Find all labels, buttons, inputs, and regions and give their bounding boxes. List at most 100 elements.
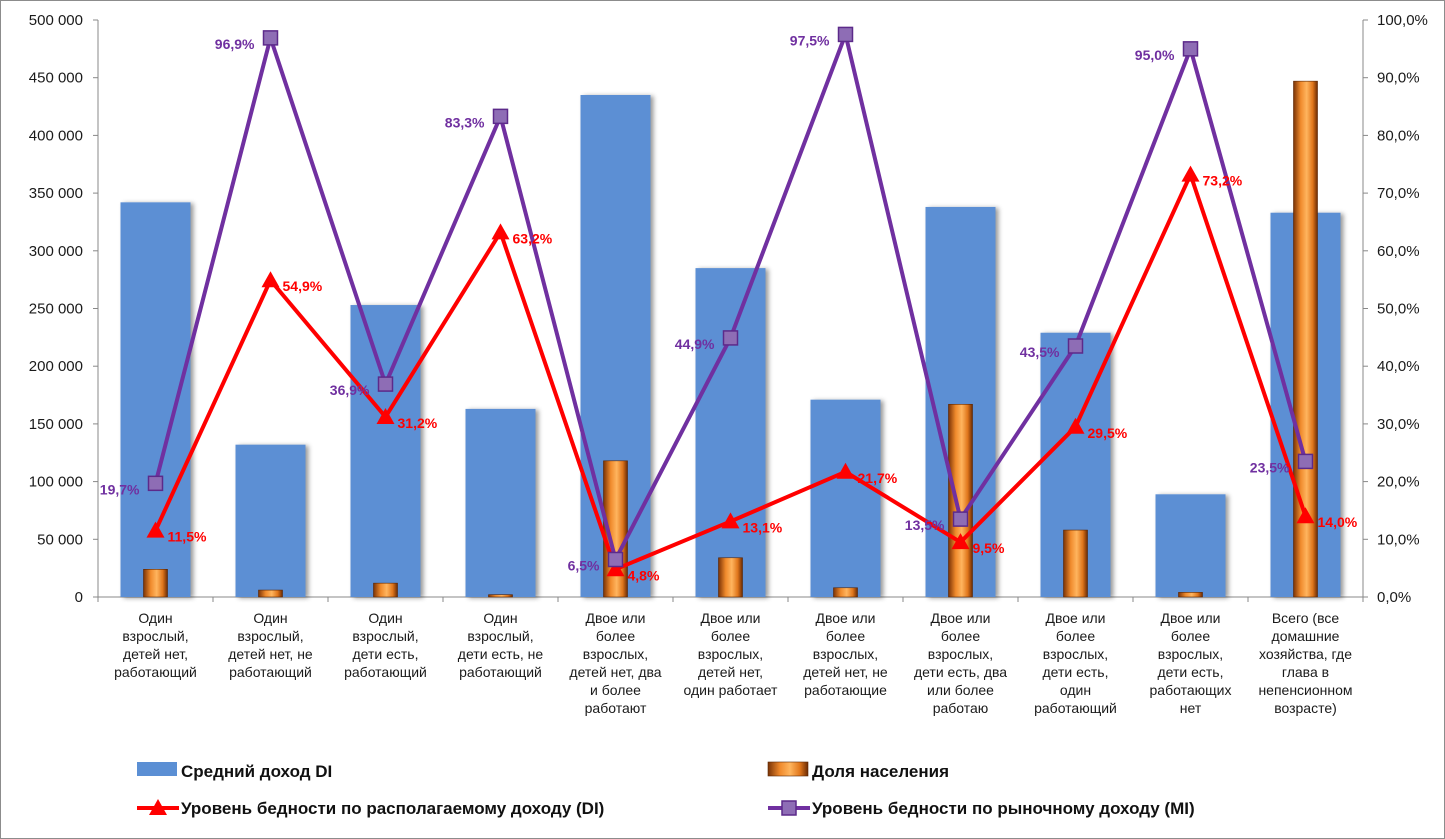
population-share-bar xyxy=(1063,529,1088,598)
category-label: Двое или более взрослых, дети есть, один рабо… xyxy=(1034,610,1117,716)
di-poverty-marker xyxy=(146,521,165,538)
di-poverty-marker xyxy=(1296,507,1315,524)
legend-item: Уровень бедности по рыночному доходу (MI… xyxy=(768,799,1195,818)
category-label: Один взрослый, дети есть, работающий xyxy=(344,610,427,680)
di-poverty-label: 73,2% xyxy=(1203,173,1243,189)
mi-poverty-marker xyxy=(492,108,509,125)
di-poverty-marker xyxy=(1066,417,1085,434)
category-label: Двое или более взрослых, детей нет, один раб… xyxy=(684,610,779,698)
di-poverty-label: 31,2% xyxy=(398,415,438,431)
category-label: Двое или более взрослых, детей нет, не работ… xyxy=(803,610,888,698)
mi-poverty-label: 97,5% xyxy=(790,32,830,48)
mi-poverty-marker xyxy=(722,330,739,346)
mi-poverty-label: 83,3% xyxy=(445,114,485,130)
data-labels: 11,5% 54,9% 31,2% 63,2% 4,8% 13,1% 21,7% 9,5% 29… xyxy=(100,32,1358,583)
legend-swatch xyxy=(767,761,809,777)
right-tick-label: 0,0% xyxy=(1377,589,1411,606)
di-poverty-label: 29,5% xyxy=(1088,425,1128,441)
left-tick-label: 350 000 xyxy=(29,185,83,202)
di-poverty-label: 11,5% xyxy=(168,529,207,545)
population-share-bar xyxy=(488,594,513,598)
di-poverty-label: 9,5% xyxy=(973,540,1005,556)
di-poverty-marker xyxy=(491,223,510,240)
di-poverty-marker xyxy=(951,533,970,550)
category-label: Двое или более взрослых, детей нет, два и бо… xyxy=(569,610,661,716)
population-share-bar xyxy=(373,582,398,598)
legend-item: Средний доход DI xyxy=(137,762,332,781)
income-bar xyxy=(465,408,536,597)
mi-poverty-label: 36,9% xyxy=(330,382,370,398)
mi-poverty-label: 19,7% xyxy=(100,481,140,497)
di-poverty-marker xyxy=(721,512,740,529)
mi-poverty-label: 43,5% xyxy=(1020,344,1060,360)
right-tick-label: 80,0% xyxy=(1377,127,1420,144)
category-label: Один взрослый, дети есть, не работающий xyxy=(458,610,544,680)
di-poverty-label: 14,0% xyxy=(1318,514,1358,530)
legend-marker xyxy=(781,800,797,816)
mi-poverty-label: 95,0% xyxy=(1135,47,1175,63)
mi-poverty-label: 13,5% xyxy=(905,517,945,533)
right-tick-label: 50,0% xyxy=(1377,301,1420,318)
di-poverty-marker xyxy=(606,560,625,577)
di-poverty-marker xyxy=(261,271,280,288)
di-poverty-marker xyxy=(1181,165,1200,182)
axes: 0 50 000 100 000 150 000 200 000 250 000 300 0… xyxy=(29,12,1428,716)
mi-poverty-label: 96,9% xyxy=(215,36,255,52)
left-tick-label: 250 000 xyxy=(29,301,83,318)
di-poverty-marker xyxy=(376,407,395,424)
mi-poverty-marker xyxy=(1297,453,1314,470)
legend: Средний доход DI Доля населения Уровень бе… xyxy=(137,761,1195,818)
left-tick-label: 200 000 xyxy=(29,358,83,375)
mi-poverty-label: 6,5% xyxy=(568,557,600,573)
di-poverty-label: 13,1% xyxy=(743,519,783,535)
mi-poverty-marker xyxy=(147,475,164,492)
poverty-lines xyxy=(146,26,1315,577)
left-tick-label: 400 000 xyxy=(29,127,83,144)
legend-swatch xyxy=(137,762,177,776)
legend-label: Средний доход DI xyxy=(181,762,332,781)
income-bar xyxy=(235,444,306,597)
population-share-bar xyxy=(833,587,858,598)
right-tick-label: 100,0% xyxy=(1377,12,1428,29)
category-label: Двое или более взрослых, дети есть, работающ… xyxy=(1150,610,1232,716)
population-share-bar xyxy=(143,569,168,598)
mi-poverty-label: 44,9% xyxy=(675,336,715,352)
legend-marker xyxy=(149,799,167,815)
right-tick-label: 20,0% xyxy=(1377,474,1420,491)
income-bar xyxy=(350,305,421,597)
right-tick-label: 40,0% xyxy=(1377,358,1420,375)
mi-poverty-marker xyxy=(1067,338,1084,354)
di-poverty-label: 4,8% xyxy=(628,567,660,583)
mi-poverty-marker xyxy=(1182,41,1199,57)
legend-label: Уровень бедности по располагаемому доход… xyxy=(181,799,604,818)
mi-poverty-marker xyxy=(262,30,279,46)
population-share-bar xyxy=(258,589,283,598)
category-label: Один взрослый, детей нет, не работающий xyxy=(228,610,313,680)
mi-poverty-marker xyxy=(837,26,854,43)
right-tick-label: 10,0% xyxy=(1377,531,1420,548)
legend-label: Доля населения xyxy=(812,762,949,781)
right-tick-label: 30,0% xyxy=(1377,416,1420,433)
legend-item: Доля населения xyxy=(767,761,949,781)
income-bar xyxy=(1155,494,1226,597)
population-share-bar xyxy=(1178,592,1203,598)
income-bar xyxy=(810,399,881,597)
left-tick-label: 300 000 xyxy=(29,243,83,260)
di-poverty-marker xyxy=(836,462,855,479)
di-poverty-label: 63,2% xyxy=(513,230,553,246)
right-tick-label: 60,0% xyxy=(1377,243,1420,260)
population-share-bar xyxy=(948,403,973,598)
legend-label: Уровень бедности по рыночному доходу (MI… xyxy=(812,799,1195,818)
left-tick-label: 450 000 xyxy=(29,70,83,87)
mi-poverty-label: 23,5% xyxy=(1250,459,1290,475)
population-share-bar xyxy=(718,557,743,598)
mi-poverty-marker xyxy=(952,511,969,527)
left-tick-label: 100 000 xyxy=(29,474,83,491)
left-tick-label: 0 xyxy=(75,589,83,606)
left-tick-label: 150 000 xyxy=(29,416,83,433)
legend-item: Уровень бедности по располагаемому доход… xyxy=(137,799,604,818)
right-tick-label: 70,0% xyxy=(1377,185,1420,202)
mi-poverty-marker xyxy=(377,376,394,392)
